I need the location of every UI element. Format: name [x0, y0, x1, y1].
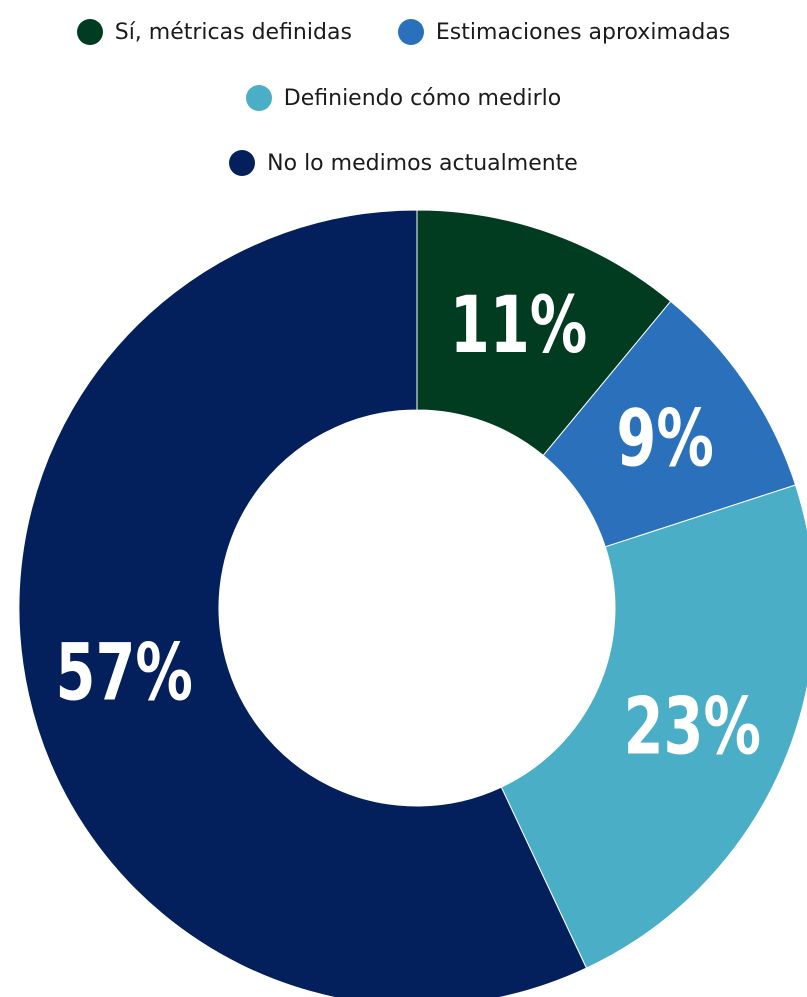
slice-si-metricas-definidas — [416, 209, 672, 457]
slice-label-estimaciones-aproximadas: 9% — [616, 394, 713, 485]
legend-item-no-lo-medimos-actualmente: No lo medimos actualmente — [229, 150, 578, 176]
donut-slices — [18, 209, 807, 997]
legend-row-3: No lo medimos actualmente — [0, 148, 807, 178]
legend-label: No lo medimos actualmente — [267, 150, 578, 176]
legend-label: Definiendo cómo medirlo — [283, 85, 562, 111]
slice-label-definiendo-como-medirlo: 23% — [624, 682, 761, 773]
slice-label-si-metricas-definidas: 11% — [450, 280, 587, 371]
legend-item-si-metricas-definidas: Sí, métricas definidas — [76, 19, 352, 45]
legend-swatch-si-metricas-definidas — [76, 19, 103, 45]
legend-item-estimaciones-aproximadas: Estimaciones aproximadas — [397, 19, 731, 45]
slice-label-no-lo-medimos-actualmente: 57% — [56, 628, 193, 719]
legend-label: Estimaciones aproximadas — [435, 19, 731, 45]
legend-label: Sí, métricas definidas — [114, 19, 352, 45]
legend-swatch-definiendo-como-medirlo — [245, 85, 272, 111]
legend-row-2: Definiendo cómo medirlo — [0, 83, 807, 113]
donut-labels: 11% 9% 23% 57% — [56, 280, 761, 773]
legend-item-definiendo-como-medirlo: Definiendo cómo medirlo — [245, 85, 562, 111]
slice-no-lo-medimos-actualmente — [18, 209, 588, 997]
legend-swatch-estimaciones-aproximadas — [397, 19, 424, 45]
legend-row-1: Sí, métricas definidas Estimaciones apro… — [0, 17, 807, 47]
legend-swatch-no-lo-medimos-actualmente — [229, 150, 256, 176]
slice-definiendo-como-medirlo — [500, 484, 807, 969]
